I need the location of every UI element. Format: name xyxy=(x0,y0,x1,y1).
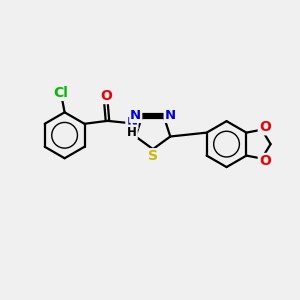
Text: O: O xyxy=(100,89,112,103)
Text: N: N xyxy=(130,109,141,122)
Text: N: N xyxy=(126,116,137,128)
Text: Cl: Cl xyxy=(53,86,68,100)
Text: S: S xyxy=(148,149,158,163)
Text: N: N xyxy=(165,109,176,122)
Text: H: H xyxy=(127,125,137,139)
Text: O: O xyxy=(259,120,271,134)
Text: O: O xyxy=(259,154,271,168)
